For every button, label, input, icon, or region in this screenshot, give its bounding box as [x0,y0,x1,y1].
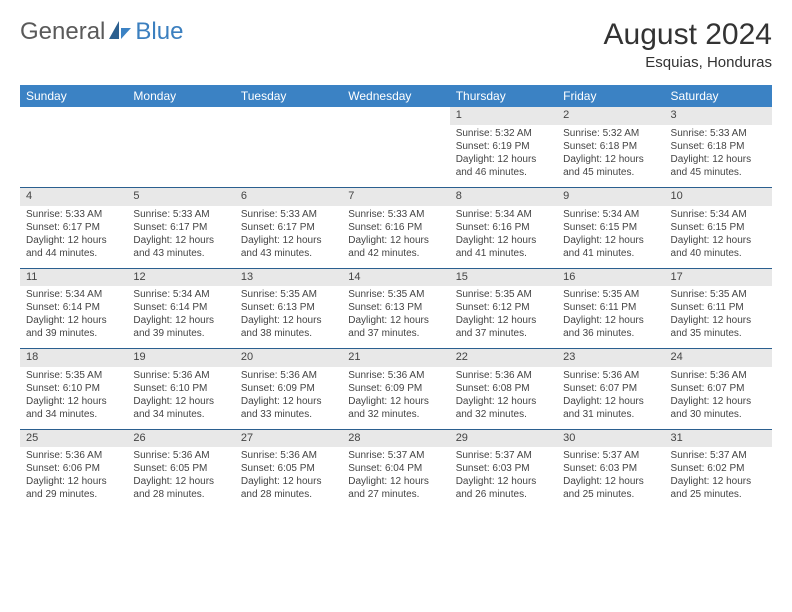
day-header: Monday [127,85,234,107]
day-detail-cell: Sunrise: 5:34 AMSunset: 6:14 PMDaylight:… [127,286,234,349]
day-detail-cell: Sunrise: 5:36 AMSunset: 6:09 PMDaylight:… [235,367,342,430]
day-number-cell: 18 [20,349,127,367]
day-detail-cell: Sunrise: 5:33 AMSunset: 6:17 PMDaylight:… [127,206,234,269]
day-header: Tuesday [235,85,342,107]
day-detail-cell: Sunrise: 5:33 AMSunset: 6:17 PMDaylight:… [20,206,127,269]
day-detail-row: Sunrise: 5:36 AMSunset: 6:06 PMDaylight:… [20,447,772,509]
day-detail-cell: Sunrise: 5:34 AMSunset: 6:15 PMDaylight:… [665,206,772,269]
day-number-cell: 14 [342,268,449,286]
calendar-table: Sunday Monday Tuesday Wednesday Thursday… [20,85,772,509]
day-number-cell: 5 [127,188,234,206]
day-number-cell: 30 [557,429,664,447]
day-detail-cell: Sunrise: 5:36 AMSunset: 6:05 PMDaylight:… [127,447,234,509]
day-number-cell: 13 [235,268,342,286]
day-number-cell: 15 [450,268,557,286]
day-number-cell: 20 [235,349,342,367]
day-header: Wednesday [342,85,449,107]
day-number-cell: 23 [557,349,664,367]
day-detail-cell [127,125,234,188]
day-detail-row: Sunrise: 5:33 AMSunset: 6:17 PMDaylight:… [20,206,772,269]
day-number-cell: 12 [127,268,234,286]
day-detail-cell: Sunrise: 5:35 AMSunset: 6:10 PMDaylight:… [20,367,127,430]
day-number-cell: 9 [557,188,664,206]
day-number-cell: 6 [235,188,342,206]
location: Esquias, Honduras [604,54,772,71]
day-header-row: Sunday Monday Tuesday Wednesday Thursday… [20,85,772,107]
day-detail-cell: Sunrise: 5:36 AMSunset: 6:07 PMDaylight:… [557,367,664,430]
title-block: August 2024 Esquias, Honduras [604,18,772,71]
day-number-cell: 16 [557,268,664,286]
day-detail-row: Sunrise: 5:32 AMSunset: 6:19 PMDaylight:… [20,125,772,188]
day-detail-cell: Sunrise: 5:36 AMSunset: 6:08 PMDaylight:… [450,367,557,430]
day-detail-cell: Sunrise: 5:36 AMSunset: 6:05 PMDaylight:… [235,447,342,509]
day-number-cell [20,107,127,125]
day-detail-cell: Sunrise: 5:33 AMSunset: 6:18 PMDaylight:… [665,125,772,188]
day-number-cell [342,107,449,125]
day-number-cell: 2 [557,107,664,125]
day-number-cell: 21 [342,349,449,367]
day-number-cell: 3 [665,107,772,125]
day-header: Thursday [450,85,557,107]
day-number-cell: 24 [665,349,772,367]
day-detail-cell: Sunrise: 5:35 AMSunset: 6:13 PMDaylight:… [342,286,449,349]
month-title: August 2024 [604,18,772,52]
day-number-cell: 31 [665,429,772,447]
day-detail-row: Sunrise: 5:34 AMSunset: 6:14 PMDaylight:… [20,286,772,349]
day-number-cell: 28 [342,429,449,447]
day-detail-cell: Sunrise: 5:32 AMSunset: 6:18 PMDaylight:… [557,125,664,188]
logo-sail-icon [107,19,133,46]
day-detail-cell: Sunrise: 5:37 AMSunset: 6:02 PMDaylight:… [665,447,772,509]
day-detail-cell: Sunrise: 5:34 AMSunset: 6:14 PMDaylight:… [20,286,127,349]
day-number-cell: 8 [450,188,557,206]
day-header: Sunday [20,85,127,107]
day-detail-cell: Sunrise: 5:33 AMSunset: 6:16 PMDaylight:… [342,206,449,269]
day-detail-cell: Sunrise: 5:35 AMSunset: 6:13 PMDaylight:… [235,286,342,349]
day-detail-cell: Sunrise: 5:36 AMSunset: 6:07 PMDaylight:… [665,367,772,430]
day-number-cell: 25 [20,429,127,447]
day-number-cell: 26 [127,429,234,447]
day-number-cell: 1 [450,107,557,125]
logo: General Blue [20,18,183,46]
day-number-cell: 11 [20,268,127,286]
logo-text-blue: Blue [135,18,183,46]
day-detail-cell [342,125,449,188]
header: General Blue August 2024 Esquias, Hondur… [20,18,772,71]
day-number-cell: 7 [342,188,449,206]
day-detail-cell: Sunrise: 5:36 AMSunset: 6:10 PMDaylight:… [127,367,234,430]
day-detail-cell: Sunrise: 5:32 AMSunset: 6:19 PMDaylight:… [450,125,557,188]
day-number-row: 25262728293031 [20,429,772,447]
day-detail-cell: Sunrise: 5:34 AMSunset: 6:16 PMDaylight:… [450,206,557,269]
day-number-cell [235,107,342,125]
day-detail-cell [235,125,342,188]
day-number-cell: 4 [20,188,127,206]
day-number-cell: 10 [665,188,772,206]
day-detail-cell: Sunrise: 5:35 AMSunset: 6:11 PMDaylight:… [557,286,664,349]
day-header: Friday [557,85,664,107]
day-number-row: 45678910 [20,188,772,206]
day-detail-cell: Sunrise: 5:35 AMSunset: 6:12 PMDaylight:… [450,286,557,349]
day-detail-cell: Sunrise: 5:37 AMSunset: 6:03 PMDaylight:… [557,447,664,509]
day-number-cell [127,107,234,125]
day-number-row: 18192021222324 [20,349,772,367]
day-detail-cell: Sunrise: 5:36 AMSunset: 6:09 PMDaylight:… [342,367,449,430]
day-number-cell: 17 [665,268,772,286]
day-number-row: 11121314151617 [20,268,772,286]
day-detail-cell: Sunrise: 5:37 AMSunset: 6:03 PMDaylight:… [450,447,557,509]
day-detail-cell: Sunrise: 5:33 AMSunset: 6:17 PMDaylight:… [235,206,342,269]
day-detail-row: Sunrise: 5:35 AMSunset: 6:10 PMDaylight:… [20,367,772,430]
day-number-row: 123 [20,107,772,125]
day-number-cell: 19 [127,349,234,367]
day-number-cell: 22 [450,349,557,367]
logo-text-general: General [20,18,105,46]
day-detail-cell [20,125,127,188]
day-detail-cell: Sunrise: 5:34 AMSunset: 6:15 PMDaylight:… [557,206,664,269]
day-detail-cell: Sunrise: 5:35 AMSunset: 6:11 PMDaylight:… [665,286,772,349]
day-detail-cell: Sunrise: 5:36 AMSunset: 6:06 PMDaylight:… [20,447,127,509]
day-header: Saturday [665,85,772,107]
day-number-cell: 29 [450,429,557,447]
day-number-cell: 27 [235,429,342,447]
day-detail-cell: Sunrise: 5:37 AMSunset: 6:04 PMDaylight:… [342,447,449,509]
